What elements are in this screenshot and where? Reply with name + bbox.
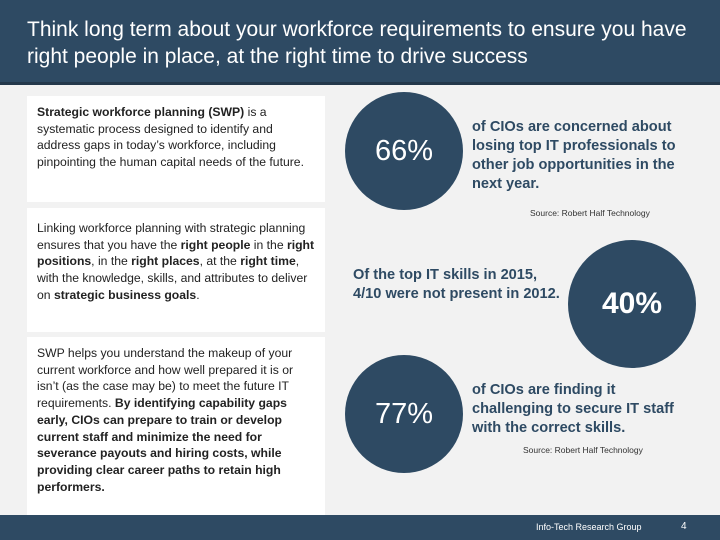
text-run: right positions (37, 237, 315, 269)
text-run: SWP helps you understand the makeup of y… (37, 346, 294, 411)
text-run: . (196, 287, 200, 302)
stat-value-40: 40% (601, 287, 663, 320)
source-note-1: Source: Robert Half Technology (530, 208, 650, 218)
text-run: , with the knowledge, skills, and attrib… (37, 254, 308, 302)
text-run: in the (250, 237, 287, 252)
stat-circle-77: 77% (345, 355, 463, 473)
footer-organization: Info-Tech Research Group (536, 522, 642, 532)
stat-circle-66: 66% (345, 92, 463, 210)
text-run: right people (180, 237, 251, 252)
text-run: Strategic workforce planning (SWP) (37, 105, 245, 119)
text-run: is a systematic process designed to iden… (37, 105, 304, 170)
slide-header: Think long term about your workforce req… (0, 0, 720, 85)
stat-text-top-it-skills: Of the top IT skills in 2015, 4/10 were … (353, 267, 560, 302)
text-run: strategic business goals (53, 287, 197, 302)
strategic-linking-panel: Linking workforce planning with strategi… (27, 208, 325, 332)
text-run: , at the (199, 254, 241, 269)
text-run: By identifying capability gaps early, CI… (37, 396, 287, 494)
swp-benefits-panel: SWP helps you understand the makeup of y… (27, 337, 325, 515)
source-note-2: Source: Robert Half Technology (523, 445, 643, 455)
text-run: right time (240, 254, 296, 269)
slide-footer: Info-Tech Research Group 4 (0, 515, 720, 540)
text-run: right places (131, 254, 200, 269)
stat-text-cios-challenged: of CIOs are finding it challenging to se… (472, 382, 674, 436)
page-number: 4 (681, 521, 687, 532)
swp-definition-panel: Strategic workforce planning (SWP) is a … (27, 96, 325, 202)
slide-title: Think long term about your workforce req… (27, 18, 687, 68)
stat-value-66: 66% (374, 134, 434, 167)
text-run: , in the (91, 254, 132, 269)
stat-text-cios-concerned: of CIOs are concerned about losing top I… (472, 119, 676, 192)
stat-circle-40: 40% (568, 240, 696, 368)
stat-value-77: 77% (374, 397, 434, 430)
text-run: Linking workforce planning with strategi… (37, 221, 306, 252)
